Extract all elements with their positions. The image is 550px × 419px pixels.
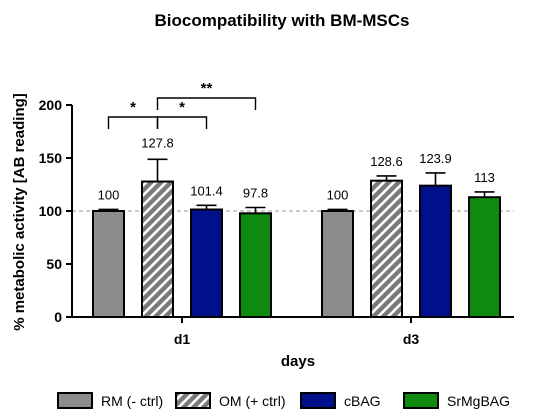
bar-rm-d3 bbox=[321, 210, 354, 318]
chart-title: Biocompatibility with BM-MSCs bbox=[155, 11, 410, 30]
data-label: 100 bbox=[98, 187, 120, 202]
legend-label: OM (+ ctrl) bbox=[219, 393, 286, 409]
y-tick-label: 200 bbox=[39, 97, 63, 113]
y-tick-label: 150 bbox=[39, 150, 63, 166]
data-label: 128.6 bbox=[370, 154, 403, 169]
significance-bracket bbox=[107, 116, 159, 129]
legend-swatch bbox=[57, 392, 93, 409]
data-label: 113 bbox=[474, 170, 495, 185]
bar-cbag-d3 bbox=[419, 184, 452, 318]
significance-label: * bbox=[179, 99, 185, 116]
x-axis-label: days bbox=[281, 353, 315, 370]
legend-swatch bbox=[300, 392, 336, 409]
significance-bracket bbox=[156, 116, 208, 129]
significance-label: * bbox=[130, 99, 136, 116]
bar-rm-d1 bbox=[92, 210, 125, 318]
data-label: 101.4 bbox=[190, 183, 223, 198]
y-tick-label: 0 bbox=[54, 309, 62, 325]
legend-label: SrMgBAG bbox=[447, 393, 510, 409]
significance-bracket bbox=[156, 97, 257, 110]
bar-om-d3 bbox=[370, 179, 403, 318]
data-label: 100 bbox=[327, 187, 349, 202]
bar-om-d1 bbox=[141, 180, 174, 318]
legend-swatch bbox=[175, 392, 211, 409]
bar-srmgbag-d1 bbox=[239, 212, 272, 318]
legend-label: cBAG bbox=[344, 393, 381, 409]
bar-srmgbag-d3 bbox=[468, 196, 501, 318]
legend-swatch bbox=[403, 392, 439, 409]
y-tick-label: 50 bbox=[46, 256, 62, 272]
y-tick-label: 100 bbox=[39, 203, 63, 219]
y-axis-label: % metabolic activity [AB reading] bbox=[11, 93, 28, 331]
data-label: 127.8 bbox=[141, 135, 174, 150]
data-label: 97.8 bbox=[243, 186, 268, 201]
bar-cbag-d1 bbox=[190, 208, 223, 319]
x-tick-label-d1: d1 bbox=[174, 331, 191, 347]
data-label: 123.9 bbox=[419, 151, 452, 166]
x-tick-label-d3: d3 bbox=[403, 331, 420, 347]
legend-label: RM (- ctrl) bbox=[101, 393, 163, 409]
significance-label: ** bbox=[201, 80, 213, 97]
